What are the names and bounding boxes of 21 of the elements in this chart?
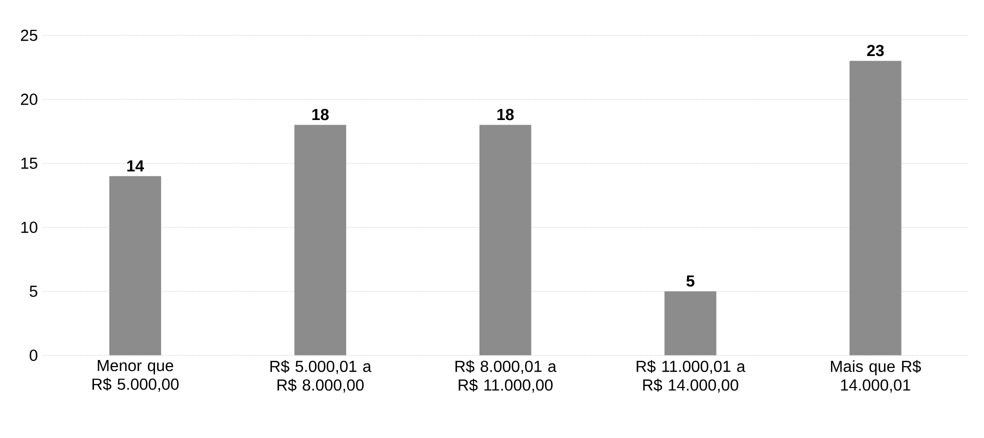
y-tick-label: 5 — [30, 286, 38, 297]
bar — [479, 124, 532, 356]
x-tick-label: R$ 5.000,01 a R$ 8.000,00 — [270, 360, 372, 393]
x-tick-label: Mais que R$ 14.000,01 — [830, 360, 921, 393]
bar — [664, 291, 716, 356]
x-tick-label: R$ 8.000,01 a R$ 11.000,00 — [456, 360, 556, 393]
y-tick-label: 0 — [30, 350, 38, 361]
data-label: 18 — [312, 108, 329, 120]
y-tick-label: 10 — [21, 222, 38, 233]
data-label: 14 — [127, 160, 144, 172]
y-tick-label: 15 — [21, 158, 38, 169]
bar — [850, 60, 902, 356]
y-tick-label: 20 — [20, 94, 38, 105]
x-tick-label: Menor que R$ 5.000,00 — [92, 360, 179, 392]
y-tick-label: 25 — [20, 30, 38, 41]
data-label: 18 — [497, 108, 514, 120]
data-label: 23 — [867, 44, 884, 56]
x-tick-label: R$ 11.000,01 a R$ 14.000,00 — [636, 360, 746, 393]
bar — [294, 124, 346, 356]
bar — [109, 176, 162, 356]
data-label: 5 — [686, 275, 694, 287]
